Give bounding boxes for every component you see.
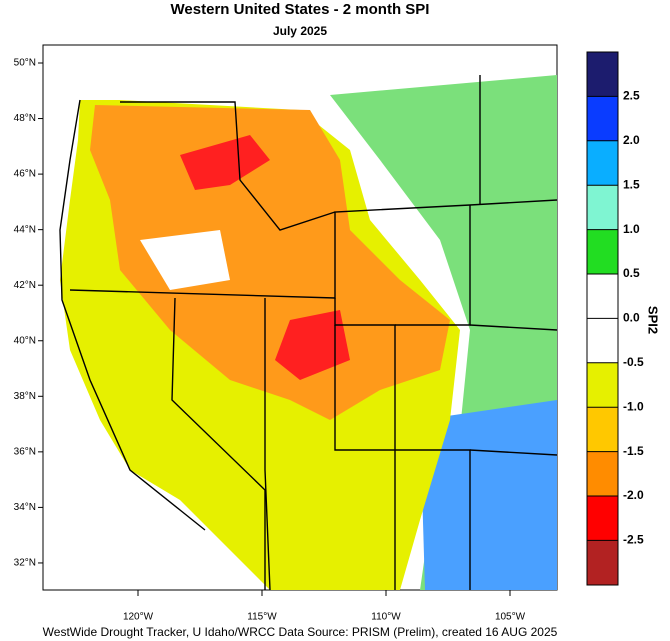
colorbar-tick-label: -1.5 xyxy=(623,444,644,458)
colorbar: 2.5 2.0 1.5 1.0 0.5 0.0 -0.5 -1.0 -1.5 -2.0 -2.5 S… xyxy=(586,51,661,586)
colorbar-tick-label: 0.5 xyxy=(623,266,640,280)
color-bin xyxy=(587,52,618,97)
color-bin xyxy=(587,96,618,141)
lon-label: 105°W xyxy=(495,612,526,623)
color-bin xyxy=(587,540,618,585)
lon-label: 110°W xyxy=(371,612,401,623)
lat-label: 40°N xyxy=(14,335,36,346)
lat-label: 36°N xyxy=(14,446,36,457)
severe-dry-region xyxy=(90,105,450,420)
state-borders xyxy=(59,75,558,591)
colorbar-tick-label: 1.0 xyxy=(623,222,640,236)
lat-label: 42°N xyxy=(14,280,36,291)
lat-label: 50°N xyxy=(14,58,36,69)
lon-label: 115°W xyxy=(247,612,277,623)
footer: WestWide Drought Tracker, U Idaho/WRCC D… xyxy=(43,625,558,639)
color-bin xyxy=(587,451,618,496)
lat-label: 32°N xyxy=(14,558,36,569)
extreme-dry-region xyxy=(180,135,270,190)
color-bin xyxy=(587,185,618,230)
normal-region xyxy=(140,230,230,290)
color-bin xyxy=(587,407,618,452)
lat-label: 46°N xyxy=(14,169,36,180)
colorbar-tick-label: 2.0 xyxy=(623,133,640,147)
color-bin xyxy=(587,229,618,274)
color-bin xyxy=(587,496,618,541)
lat-label: 34°N xyxy=(14,502,36,513)
colorbar-tick-label: -1.0 xyxy=(623,399,644,413)
subtitle: July 2025 xyxy=(273,24,327,38)
colorbar-tick-label: -2.0 xyxy=(623,488,644,502)
extreme-dry-region xyxy=(275,310,350,380)
colorbar-tick-label: -2.5 xyxy=(623,533,644,547)
longitude-labels: 120°W 115°W 110°W 105°W xyxy=(123,590,526,623)
color-bin xyxy=(587,318,618,363)
colorbar-label: SPI2 xyxy=(646,306,661,334)
colorbar-tick-label: 2.5 xyxy=(623,89,640,103)
very-wet-region xyxy=(420,400,557,590)
lat-label: 48°N xyxy=(14,113,36,124)
lat-label: 44°N xyxy=(14,224,36,235)
color-bin xyxy=(587,274,618,319)
title: Western United States - 2 month SPI xyxy=(171,1,430,18)
lat-label: 38°N xyxy=(14,391,36,402)
color-bin xyxy=(587,362,618,408)
colorbar-tick-label: 0.0 xyxy=(623,311,640,325)
map xyxy=(42,44,558,591)
lon-label: 120°W xyxy=(123,612,154,623)
color-bin xyxy=(587,140,618,186)
colorbar-tick-label: 1.5 xyxy=(623,177,640,191)
latitude-labels: 50°N 48°N 46°N 44°N 42°N 40°N 38°N 36°N 34°N 32°N xyxy=(14,58,43,569)
colorbar-tick-label: -0.5 xyxy=(623,355,644,369)
